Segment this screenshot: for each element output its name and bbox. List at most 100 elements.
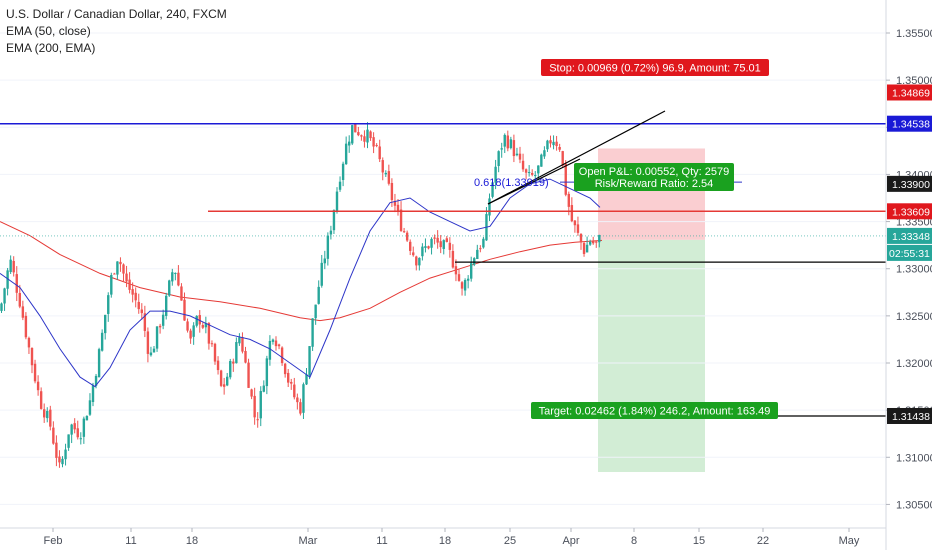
candle[interactable] (180, 283, 183, 301)
candle[interactable] (305, 368, 308, 385)
candle[interactable] (171, 268, 174, 286)
candle[interactable] (15, 266, 18, 302)
candle[interactable] (515, 147, 519, 157)
candle[interactable] (381, 157, 384, 181)
candle[interactable] (100, 329, 104, 352)
candle[interactable] (116, 261, 119, 280)
candle[interactable] (247, 358, 250, 388)
candle[interactable] (177, 265, 180, 287)
candle[interactable] (222, 377, 226, 395)
candle[interactable] (183, 292, 186, 321)
candle[interactable] (238, 333, 241, 346)
candle[interactable] (88, 393, 92, 416)
candle[interactable] (512, 134, 516, 163)
candle[interactable] (152, 345, 156, 353)
candle[interactable] (27, 336, 31, 354)
candle[interactable] (256, 412, 259, 428)
legend-title[interactable]: U.S. Dollar / Canadian Dollar, 240, FXCM (6, 7, 227, 21)
candle[interactable] (402, 227, 406, 233)
candle[interactable] (552, 135, 555, 150)
candle[interactable] (378, 139, 381, 163)
candle[interactable] (210, 340, 214, 347)
candle[interactable] (104, 314, 107, 340)
candle[interactable] (76, 420, 79, 440)
candle[interactable] (201, 322, 204, 330)
candle[interactable] (46, 407, 49, 423)
candle[interactable] (457, 268, 461, 282)
candle[interactable] (262, 380, 265, 393)
candle[interactable] (518, 146, 522, 164)
candle[interactable] (244, 346, 247, 364)
candle[interactable] (415, 255, 418, 271)
candle[interactable] (341, 161, 345, 187)
candle[interactable] (49, 405, 52, 431)
candle[interactable] (527, 165, 531, 177)
candle[interactable] (143, 305, 147, 338)
candle[interactable] (290, 378, 293, 390)
candle[interactable] (18, 284, 21, 309)
candle[interactable] (259, 386, 262, 427)
candle[interactable] (283, 362, 287, 378)
candle[interactable] (332, 209, 336, 234)
candle[interactable] (393, 193, 397, 213)
candle[interactable] (280, 346, 284, 366)
candle[interactable] (558, 143, 561, 152)
candle[interactable] (128, 272, 131, 294)
candle[interactable] (579, 233, 583, 250)
candle[interactable] (6, 267, 9, 296)
ema200-line[interactable] (0, 221, 603, 322)
candle[interactable] (375, 143, 378, 148)
stop-zone[interactable] (598, 148, 705, 240)
candle[interactable] (366, 122, 369, 149)
candle[interactable] (573, 220, 577, 233)
candle[interactable] (213, 342, 217, 365)
candle[interactable] (500, 142, 503, 158)
candle[interactable] (204, 316, 208, 334)
candle[interactable] (451, 244, 455, 269)
candle[interactable] (21, 300, 25, 321)
candle[interactable] (470, 256, 473, 282)
candle[interactable] (463, 278, 467, 296)
candle[interactable] (155, 326, 159, 352)
candle[interactable] (442, 239, 445, 255)
candle[interactable] (384, 170, 387, 177)
candle[interactable] (64, 443, 67, 466)
candle[interactable] (338, 176, 342, 192)
candle[interactable] (506, 130, 509, 152)
candle[interactable] (146, 327, 150, 363)
candle[interactable] (576, 216, 580, 236)
candle[interactable] (344, 136, 348, 165)
candle[interactable] (354, 123, 357, 133)
candle[interactable] (494, 159, 497, 190)
candle[interactable] (329, 225, 333, 240)
candle[interactable] (317, 280, 320, 305)
candle[interactable] (97, 347, 101, 378)
target-label[interactable]: Target: 0.02462 (1.84%) 246.2, Amount: 1… (539, 406, 771, 418)
candle[interactable] (311, 318, 314, 351)
stop-label[interactable]: Stop: 0.00969 (0.72%) 96.9, Amount: 75.0… (549, 63, 761, 75)
candle[interactable] (460, 281, 464, 296)
candle[interactable] (296, 393, 299, 410)
candle[interactable] (582, 241, 586, 257)
candle[interactable] (524, 168, 528, 180)
candle[interactable] (12, 256, 15, 277)
candle[interactable] (497, 150, 500, 173)
candle[interactable] (588, 239, 592, 246)
candle[interactable] (131, 282, 134, 303)
candle[interactable] (107, 292, 110, 322)
candle[interactable] (546, 139, 549, 152)
candle[interactable] (85, 415, 89, 421)
candle[interactable] (299, 398, 302, 416)
candle[interactable] (287, 369, 290, 387)
candle[interactable] (509, 136, 513, 150)
candle[interactable] (439, 235, 442, 254)
candle[interactable] (30, 347, 34, 374)
candle[interactable] (36, 375, 40, 396)
candle[interactable] (418, 257, 421, 271)
candle[interactable] (543, 146, 546, 159)
candle[interactable] (555, 135, 558, 151)
candle[interactable] (320, 254, 323, 288)
candle[interactable] (466, 275, 470, 289)
candle[interactable] (189, 328, 192, 344)
